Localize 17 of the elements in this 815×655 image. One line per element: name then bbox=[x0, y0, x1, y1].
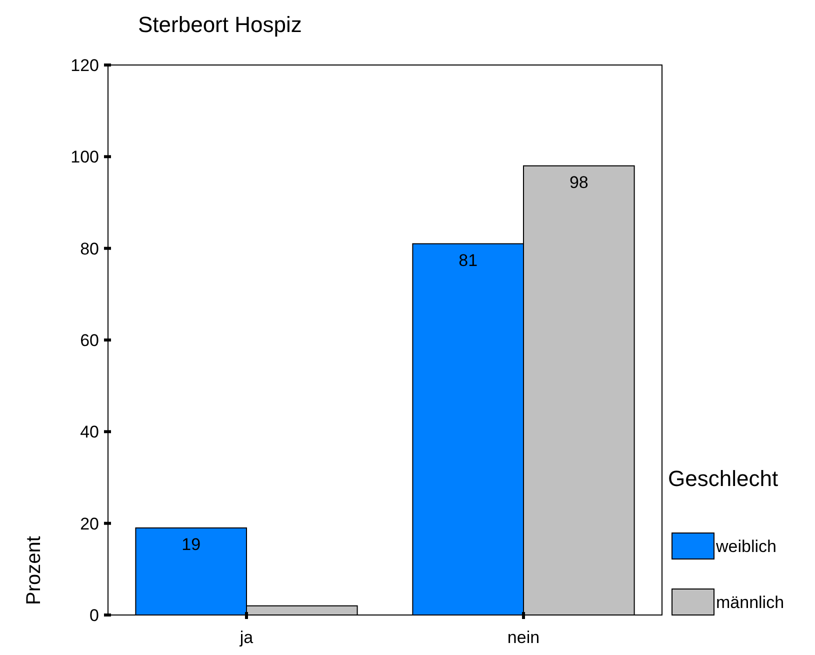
legend-title: Geschlecht bbox=[668, 466, 778, 491]
data-label: 98 bbox=[569, 172, 588, 192]
y-tick-label: 20 bbox=[80, 514, 99, 534]
y-tick-label: 120 bbox=[70, 56, 99, 75]
data-label: 19 bbox=[182, 534, 201, 554]
legend-label: weiblich bbox=[715, 536, 776, 556]
x-tick-label: ja bbox=[238, 628, 254, 647]
chart-title: Sterbeort Hospiz bbox=[138, 12, 302, 37]
y-tick-label: 0 bbox=[90, 606, 99, 625]
legend-label: männlich bbox=[716, 592, 784, 612]
y-tick-label: 80 bbox=[80, 239, 99, 258]
y-tick-label: 100 bbox=[70, 148, 99, 167]
y-axis-title: Prozent bbox=[23, 536, 45, 605]
y-tick-label: 60 bbox=[80, 330, 99, 350]
y-tick-label: 40 bbox=[80, 422, 99, 442]
data-label: 81 bbox=[458, 250, 478, 270]
x-tick-label: nein bbox=[507, 628, 540, 647]
